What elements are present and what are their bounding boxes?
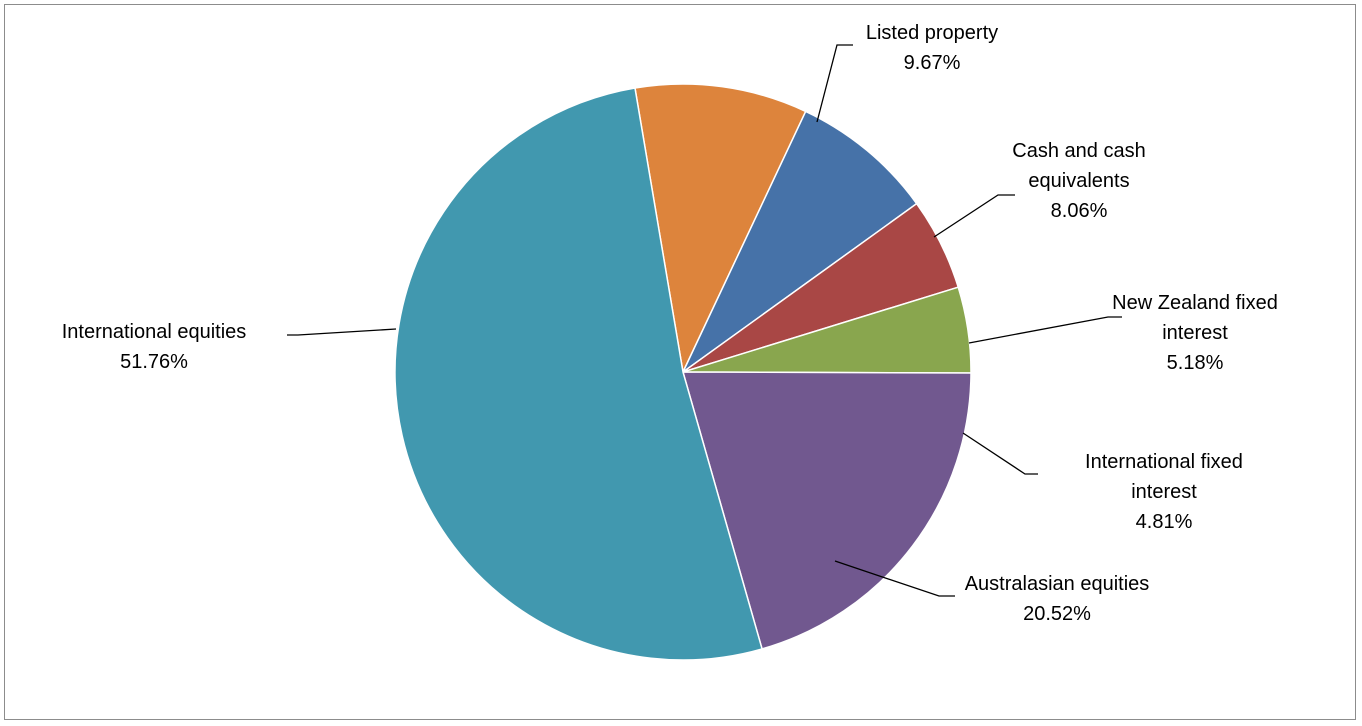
slice-value: 5.18%: [1167, 352, 1224, 374]
slice-name: equivalents: [1028, 170, 1129, 192]
slice-label: Listed property 9.67%: [866, 22, 998, 74]
slice-name: Listed property: [866, 22, 998, 44]
slice-name: Australasian equities: [965, 573, 1150, 595]
pie-slice: [682, 371, 972, 650]
slice-name: International equities: [62, 321, 247, 343]
leader-line: [968, 316, 1122, 344]
slice-value: 51.76%: [120, 351, 188, 373]
leader-line: [816, 44, 853, 123]
pie-slice: [634, 83, 807, 375]
leader-line: [962, 432, 1038, 475]
slice-value: 20.52%: [1023, 603, 1091, 625]
leader-line: [287, 328, 397, 336]
pie-slice: [681, 110, 918, 375]
slice-name: interest: [1131, 481, 1197, 503]
pie-slice: [394, 87, 763, 661]
slice-label: New Zealand fixed interest 5.18%: [1112, 292, 1278, 374]
slice-label: Cash and cash equivalents 8.06%: [1012, 140, 1145, 222]
pie-chart: Listed property 9.67% Cash and cash equival…: [62, 22, 1278, 661]
leader-line: [834, 560, 955, 597]
slice-label: Australasian equities 20.52%: [965, 573, 1150, 625]
slice-value: 4.81%: [1136, 511, 1193, 533]
slice-value: 9.67%: [904, 52, 961, 74]
leader-lines: [287, 44, 1122, 597]
slice-value: 8.06%: [1051, 200, 1108, 222]
slice-label: International fixed interest 4.81%: [1085, 451, 1243, 533]
slice-name: interest: [1162, 322, 1228, 344]
slice-name: New Zealand fixed: [1112, 292, 1278, 314]
slice-name: Cash and cash: [1012, 140, 1145, 162]
slice-name: International fixed: [1085, 451, 1243, 473]
chart-frame: Listed property 9.67% Cash and cash equival…: [4, 4, 1356, 720]
leader-line: [933, 194, 1015, 238]
slice-labels: Listed property 9.67% Cash and cash equival…: [62, 22, 1278, 625]
slice-label: International equities 51.76%: [62, 321, 247, 373]
pie-slices: [394, 83, 972, 661]
